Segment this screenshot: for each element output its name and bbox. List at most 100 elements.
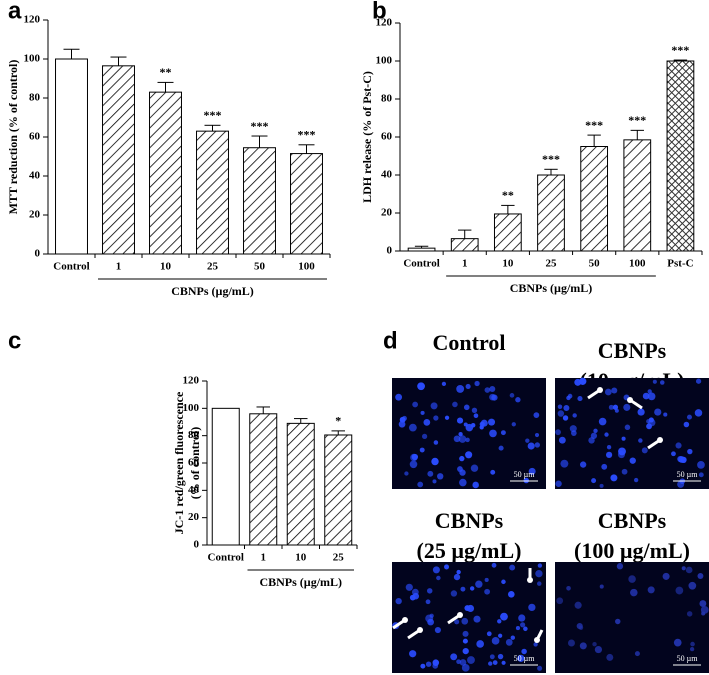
bar	[211, 407, 240, 546]
image-title: Control	[433, 330, 506, 355]
nucleus	[534, 432, 540, 438]
nucleus	[604, 388, 612, 396]
nucleus	[671, 451, 676, 457]
nucleus	[467, 656, 475, 664]
nucleus	[491, 562, 497, 568]
nucleus	[566, 585, 571, 591]
nucleus	[454, 619, 460, 625]
nucleus	[647, 586, 655, 594]
nucleus	[465, 451, 473, 459]
nucleus	[500, 430, 506, 436]
nucleus	[458, 435, 467, 443]
x-tick-label: 50	[589, 258, 601, 270]
nucleus	[610, 474, 618, 482]
nucleus	[633, 477, 639, 483]
nucleus	[425, 661, 432, 667]
panel-label: d	[383, 327, 398, 354]
arrow-head	[627, 397, 633, 403]
nucleus	[480, 419, 488, 427]
nucleus	[641, 447, 648, 454]
significance: ***	[204, 108, 222, 122]
nucleus	[492, 660, 498, 665]
nucleus	[472, 481, 479, 489]
nucleus	[687, 448, 693, 455]
y-tick-label: 120	[24, 14, 41, 26]
bar	[249, 413, 278, 546]
nucleus	[537, 563, 543, 568]
bar	[243, 147, 276, 255]
nucleus	[471, 407, 478, 413]
nucleus	[637, 408, 645, 416]
nucleus	[675, 586, 684, 595]
nucleus	[527, 442, 535, 450]
nucleus	[578, 625, 584, 631]
bar	[407, 247, 436, 252]
nucleus	[434, 626, 441, 634]
arrow-head	[597, 387, 603, 393]
panel-label: c	[8, 327, 21, 354]
nucleus	[694, 409, 703, 417]
nucleus	[395, 393, 403, 401]
nucleus	[419, 447, 425, 453]
nucleus	[699, 600, 707, 608]
nucleus	[560, 459, 569, 468]
nucleus	[523, 626, 528, 632]
x-tick-label: 10	[160, 261, 172, 273]
nucleus	[515, 397, 521, 403]
x-tick-label: Control	[208, 552, 244, 564]
y-tick-label: 20	[29, 209, 41, 221]
nucleus	[556, 597, 564, 605]
y-axis-label: (% of control)	[188, 427, 202, 499]
nucleus	[408, 423, 417, 432]
nucleus	[686, 414, 692, 420]
nucleus	[420, 663, 426, 669]
x-tick-label: 1	[116, 261, 122, 273]
y-tick-label: 80	[381, 93, 393, 105]
nucleus	[521, 648, 527, 655]
nucleus	[501, 660, 506, 665]
nucleus	[484, 577, 489, 583]
nucleus	[431, 457, 439, 466]
nucleus	[475, 580, 483, 588]
nucleus	[464, 605, 471, 611]
nucleus	[404, 471, 409, 476]
y-tick-label: 120	[183, 375, 200, 387]
bar	[537, 174, 565, 252]
nucleus	[690, 641, 695, 647]
nucleus	[608, 404, 614, 410]
nucleus	[459, 659, 467, 666]
scale-bar-label: 50 µm	[514, 654, 536, 663]
nucleus	[425, 599, 431, 605]
nucleus	[535, 570, 543, 578]
nucleus	[459, 469, 466, 476]
x-tick-label: Control	[53, 261, 89, 273]
nucleus	[580, 461, 587, 468]
nucleus	[497, 619, 502, 624]
y-tick-label: 40	[381, 169, 393, 181]
nucleus	[681, 566, 686, 571]
nucleus	[498, 633, 503, 638]
nucleus	[476, 640, 484, 648]
x-tick-label: Pst-C	[667, 258, 693, 270]
y-tick-label: 100	[24, 53, 41, 65]
nucleus	[678, 456, 685, 463]
nucleus	[534, 442, 540, 448]
nucleus	[621, 468, 628, 475]
nucleus	[505, 638, 513, 646]
bar	[196, 130, 229, 255]
nucleus	[417, 481, 424, 488]
nucleus	[593, 428, 598, 433]
bar	[149, 91, 182, 255]
nucleus	[683, 421, 690, 428]
nucleus	[611, 387, 618, 394]
scale-bar-label: 50 µm	[677, 654, 699, 663]
nucleus	[433, 440, 439, 445]
nucleus	[398, 420, 406, 428]
nucleus	[423, 418, 431, 426]
image-title: CBNPs	[598, 338, 667, 363]
nucleus	[444, 564, 450, 570]
nucleus	[456, 659, 461, 665]
nucleus	[599, 584, 604, 589]
nucleus	[484, 588, 491, 595]
